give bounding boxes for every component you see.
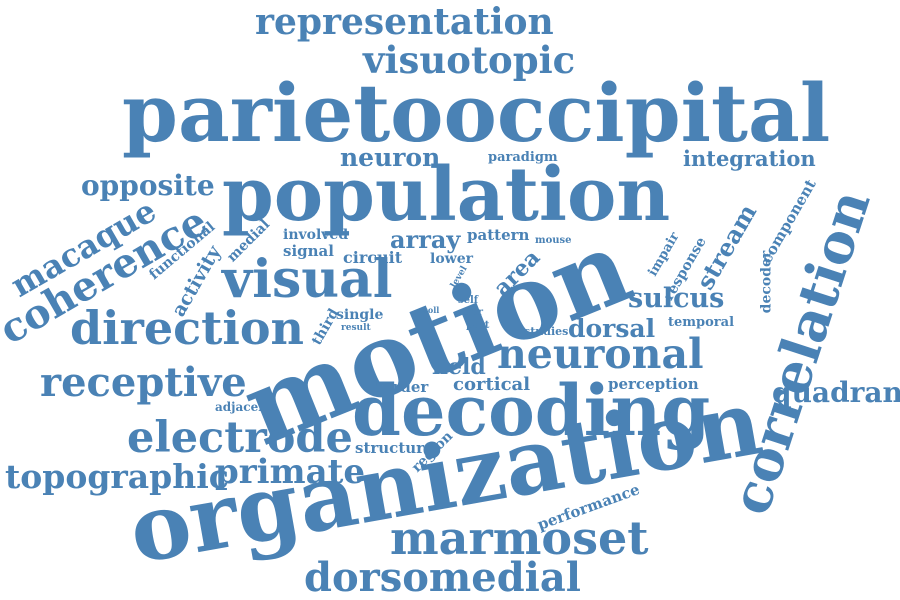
word-neuronal: neuronal: [497, 330, 704, 378]
word-electrode: electrode: [127, 413, 353, 463]
word-direction: direction: [70, 301, 304, 355]
word-array: array: [390, 225, 461, 254]
word-circuit: circuit: [343, 248, 403, 267]
word-marmoset: marmoset: [390, 511, 649, 565]
word-visuotopic: visuotopic: [363, 38, 576, 82]
word-mouse: mouse: [535, 235, 572, 246]
word-sulcus: sulcus: [628, 283, 725, 314]
word-neuron: neuron: [340, 143, 441, 172]
word-coll: coll: [423, 305, 440, 315]
word-pattern: pattern: [467, 226, 530, 244]
word-involved: involved: [283, 227, 349, 243]
word-decoding: decoding: [352, 369, 711, 452]
word-part: part: [466, 320, 490, 331]
word-receptive: receptive: [40, 359, 247, 406]
word-signal: signal: [283, 242, 334, 260]
word-opposite: opposite: [81, 169, 215, 202]
word-topographic: topographic: [5, 457, 229, 496]
word-adjacent: adjacent: [215, 400, 273, 414]
word-decoder: decoder: [758, 250, 775, 314]
word-dorsomedial: dorsomedial: [304, 554, 581, 600]
word-self: self: [458, 295, 479, 306]
word-lower: lower: [430, 251, 473, 267]
word-single: single: [336, 307, 384, 323]
word-quadrant: quadrant: [772, 376, 900, 409]
word-primate: primate: [215, 452, 365, 492]
word-perception: perception: [608, 375, 699, 393]
word-paradigm: paradigm: [488, 150, 558, 165]
word-tier: tier: [463, 307, 484, 318]
word-parietooccipital: parietooccipital: [122, 66, 831, 160]
word-population: population: [222, 152, 671, 238]
word-cortical: cortical: [453, 374, 531, 395]
word-field: field: [432, 354, 486, 380]
word-representation: representation: [255, 1, 554, 43]
word-dorsal: dorsal: [568, 314, 656, 343]
word-result: result: [341, 323, 371, 333]
word-integration: integration: [683, 146, 816, 171]
word-temporal: temporal: [668, 315, 735, 330]
word-visual: visual: [222, 249, 393, 310]
word-border: border: [372, 378, 429, 396]
word-structure: structure: [355, 439, 434, 457]
word-studies: studies: [524, 325, 569, 338]
